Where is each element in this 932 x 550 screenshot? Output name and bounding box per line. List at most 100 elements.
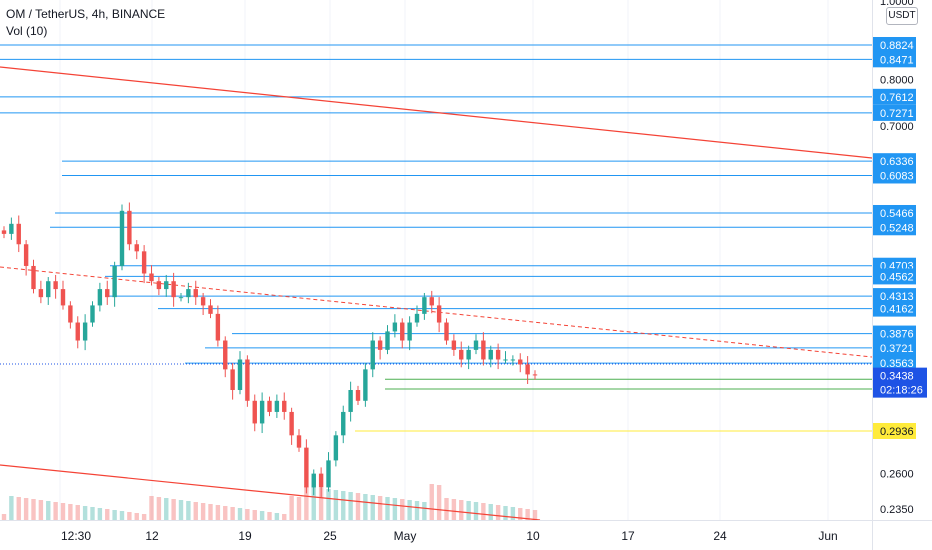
currency-selector[interactable]: USDT	[886, 7, 918, 25]
volume-bar	[90, 507, 95, 520]
volume-bar	[518, 508, 523, 520]
candle-body	[363, 369, 368, 401]
candle-body	[296, 435, 302, 448]
level-price-label: 0.4562	[880, 271, 914, 283]
candle-body	[1, 230, 7, 234]
candle-body	[473, 340, 479, 350]
volume-bar	[459, 500, 464, 520]
volume-bar	[171, 499, 176, 520]
time-tick-label: 12:30	[61, 529, 91, 543]
bar-countdown-label: 02:18:26	[880, 385, 923, 397]
time-tick-label: 19	[238, 529, 252, 543]
symbol-title[interactable]: OM / TetherUS, 4h, BINANCE	[6, 7, 166, 21]
volume-bar	[503, 506, 508, 520]
candle-body	[459, 349, 464, 360]
candle-body	[68, 305, 73, 323]
level-price-tag	[873, 219, 916, 236]
level-price-tag	[873, 325, 916, 342]
volume-bar	[296, 497, 302, 520]
horizontal-levels	[0, 44, 872, 432]
trend-lines	[0, 66, 873, 521]
volume-bar	[252, 510, 257, 520]
upper-trend-line[interactable]	[0, 66, 873, 159]
time-axis[interactable]: 12:30 12 19 25 May 10 17 24 Jun	[61, 529, 838, 543]
volume-bar	[193, 502, 198, 520]
candle-body	[466, 349, 471, 360]
time-tick-label: 25	[323, 529, 337, 543]
level-price-label: 0.6336	[880, 156, 914, 168]
volume-bar	[370, 495, 375, 520]
candle-body	[436, 305, 442, 323]
candle-body	[481, 340, 486, 360]
volume-bar	[127, 512, 132, 520]
candle-body	[178, 297, 184, 299]
candle-body	[525, 364, 530, 375]
volume-bar	[318, 488, 324, 520]
candle-body	[193, 289, 198, 298]
level-price-label: 0.2936	[880, 426, 914, 438]
level-price-tag	[873, 300, 916, 317]
volume-bar	[333, 490, 339, 520]
volume-bar	[481, 503, 486, 520]
candle-body	[348, 390, 353, 412]
level-price-label: 0.8471	[880, 54, 914, 66]
volume-bar	[407, 500, 412, 520]
volume-bar	[60, 503, 66, 520]
price-tick-label: 1.0000	[880, 0, 914, 8]
volume-bar	[348, 492, 353, 520]
level-price-tag	[873, 423, 916, 439]
volume-bar	[97, 508, 103, 520]
volume-bar	[134, 513, 139, 520]
level-price-tag	[873, 167, 916, 184]
lower-trend-line[interactable]	[0, 464, 541, 521]
volume-bar	[23, 498, 29, 520]
current-price-label: 0.3438	[880, 371, 914, 383]
time-tick-label: 24	[713, 529, 727, 543]
candle-body	[75, 322, 80, 341]
volume-bar	[282, 514, 287, 520]
candle-body	[488, 349, 493, 360]
candle-body	[149, 273, 154, 282]
candle-body	[259, 400, 265, 424]
candle-body	[31, 265, 36, 290]
price-axis[interactable]: 1.0000 0.8000 0.7000 0.2600 0.2350 0.8824 0.84…	[873, 0, 927, 516]
candle-body	[9, 223, 14, 234]
current-price-tag	[873, 367, 927, 398]
volume-bar	[141, 514, 147, 520]
candle-body	[377, 340, 383, 350]
candle-body	[156, 281, 162, 290]
volume-bar	[215, 505, 221, 520]
volume-bar	[82, 506, 88, 520]
volume-bar	[208, 504, 213, 520]
candle-body	[282, 400, 287, 412]
volume-bar	[164, 498, 169, 520]
level-price-tag	[873, 88, 916, 105]
level-price-tag	[873, 339, 916, 356]
level-price-label: 0.4162	[880, 304, 914, 316]
volume-indicator-label[interactable]: Vol (10)	[6, 24, 48, 38]
candle-body	[311, 473, 316, 488]
candle-body	[53, 281, 58, 290]
candle-body	[105, 289, 110, 298]
volume-bar	[377, 496, 383, 520]
candle-body	[333, 435, 339, 461]
dashed-trend-line[interactable]	[0, 266, 873, 358]
price-tick-label: 0.2350	[880, 504, 914, 516]
time-tick-label: 17	[621, 529, 635, 543]
price-axis-separator	[872, 0, 873, 550]
volume-bar	[385, 497, 390, 520]
volume-bar	[259, 511, 265, 520]
candle-body	[451, 340, 457, 350]
candle-body	[289, 411, 294, 436]
candle-body	[237, 359, 243, 391]
level-price-label: 0.8824	[880, 40, 914, 52]
volume-bar	[429, 484, 434, 520]
candle-body	[518, 359, 523, 365]
candle-body	[134, 244, 139, 252]
volume-bar	[16, 497, 21, 520]
candle-body	[60, 289, 66, 306]
candle-body	[318, 473, 324, 488]
level-price-label: 0.7612	[880, 92, 914, 104]
volume-bar	[75, 505, 80, 520]
